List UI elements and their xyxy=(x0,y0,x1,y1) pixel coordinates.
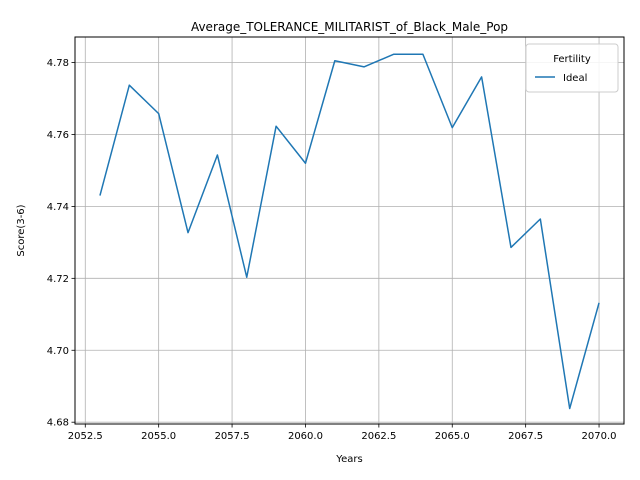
legend-entry-ideal: Ideal xyxy=(563,73,587,84)
x-tick-label: 2065.0 xyxy=(435,431,470,442)
legend-box xyxy=(525,43,619,93)
y-axis-ticks: 4.68 4.70 4.72 4.74 4.76 4.78 xyxy=(47,58,75,429)
x-axis-ticks: 2052.5 2055.0 2057.5 2060.0 2062.5 2065.0 2067… xyxy=(68,424,617,442)
grid-lines xyxy=(75,37,624,424)
y-tick-label: 4.76 xyxy=(47,130,69,141)
series-lines xyxy=(99,53,600,410)
x-tick-label: 2062.5 xyxy=(361,431,396,442)
chart-title: Average_TOLERANCE_MILITARIST_of_Black_Ma… xyxy=(191,20,508,34)
x-tick-label: 2070.0 xyxy=(582,431,617,442)
plot-area-frame xyxy=(74,36,625,425)
y-axis-label: Score(3-6) xyxy=(16,204,27,256)
x-tick-label: 2055.0 xyxy=(141,431,176,442)
y-tick-label: 4.70 xyxy=(47,346,69,357)
x-tick-label: 2060.0 xyxy=(288,431,323,442)
y-tick-label: 4.74 xyxy=(47,202,69,213)
x-tick-label: 2057.5 xyxy=(215,431,250,442)
x-axis-label: Years xyxy=(335,454,362,465)
y-tick-label: 4.68 xyxy=(47,418,69,429)
legend-title: Fertility xyxy=(553,54,591,65)
y-tick-label: 4.72 xyxy=(47,274,69,285)
series-line-ideal xyxy=(99,53,600,410)
legend: Fertility Ideal xyxy=(525,43,619,93)
y-tick-label: 4.78 xyxy=(47,58,69,69)
x-tick-label: 2067.5 xyxy=(508,431,543,442)
x-tick-label: 2052.5 xyxy=(68,431,103,442)
